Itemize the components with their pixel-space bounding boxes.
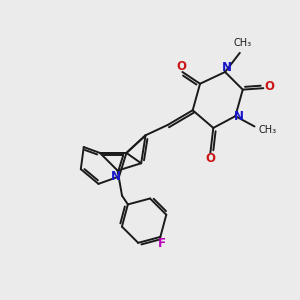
- Text: O: O: [206, 152, 215, 165]
- Text: CH₃: CH₃: [233, 38, 251, 48]
- Text: N: N: [222, 61, 232, 74]
- Text: N: N: [234, 110, 244, 123]
- Text: F: F: [158, 237, 166, 250]
- Text: O: O: [264, 80, 274, 93]
- Text: CH₃: CH₃: [259, 125, 277, 135]
- Text: N: N: [111, 170, 121, 183]
- Text: O: O: [176, 60, 186, 73]
